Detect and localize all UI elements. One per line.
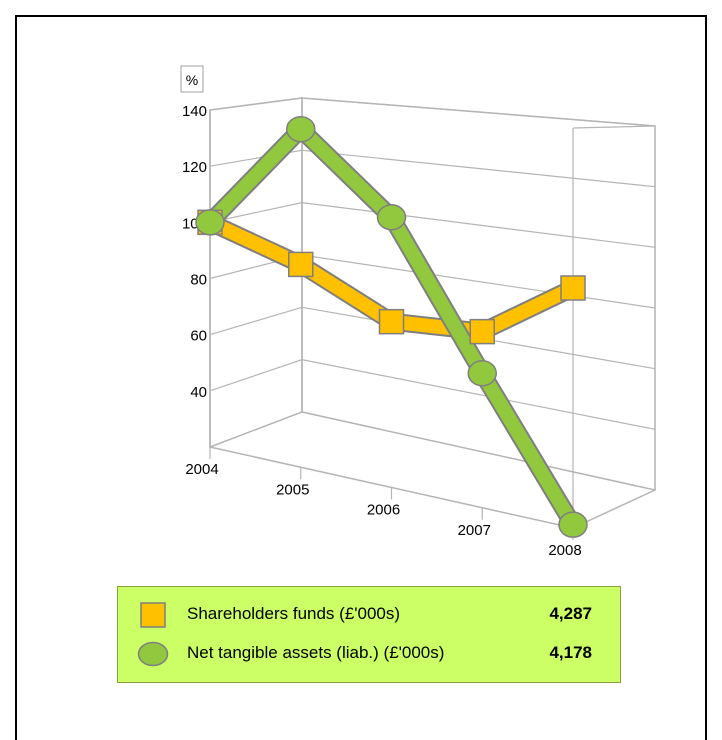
- top-right-edge: [572, 125, 656, 129]
- data-point-square: [288, 251, 314, 278]
- x-tick-labels: 2004 2005 2006 2007 2008: [185, 447, 582, 559]
- gridline: [209, 359, 656, 430]
- legend-item-shareholders-funds: Shareholders funds (£'000s) 4,287: [118, 599, 620, 629]
- legend-item-net-tangible-assets: Net tangible assets (liab.) (£'000s) 4,1…: [118, 638, 620, 668]
- x-tick-label: 2007: [458, 522, 491, 539]
- data-point-circle: [467, 360, 497, 387]
- series-markers: [195, 115, 588, 538]
- data-point-square: [469, 318, 495, 345]
- y-tick-label: 140: [182, 103, 207, 120]
- gridline: [209, 97, 656, 127]
- legend-label: Shareholders funds (£'000s): [187, 604, 401, 623]
- circle-marker-icon: [137, 641, 169, 667]
- data-point-circle: [376, 204, 407, 231]
- y-axis-label-box: %: [180, 65, 204, 93]
- y-tick-label: 80: [190, 272, 207, 289]
- legend-value: 4,287: [549, 604, 592, 623]
- legend: Shareholders funds (£'000s) 4,287 Net ta…: [117, 586, 621, 683]
- legend-label: Net tangible assets (liab.) (£'000s): [187, 643, 445, 662]
- y-axis-label-frame: [180, 65, 204, 93]
- gridline: [209, 202, 656, 248]
- gridline: [209, 306, 656, 370]
- x-tick-label: 2004: [185, 461, 218, 478]
- square-marker-icon: [140, 602, 166, 628]
- gridline: [209, 149, 656, 188]
- y-tick-label: 60: [190, 328, 207, 345]
- data-point-circle: [195, 209, 225, 236]
- x-tick-label: 2008: [548, 542, 581, 559]
- y-tick-label: 40: [190, 384, 207, 401]
- x-tick-label: 2005: [276, 481, 309, 498]
- data-point-circle: [286, 115, 316, 143]
- y-axis-label: %: [186, 72, 198, 88]
- data-point-circle: [558, 511, 588, 538]
- legend-value: 4,178: [549, 643, 592, 662]
- data-point-square: [560, 275, 586, 301]
- data-point-square: [378, 308, 405, 335]
- x-tick-label: 2006: [367, 502, 400, 519]
- y-tick-label: 120: [182, 159, 207, 176]
